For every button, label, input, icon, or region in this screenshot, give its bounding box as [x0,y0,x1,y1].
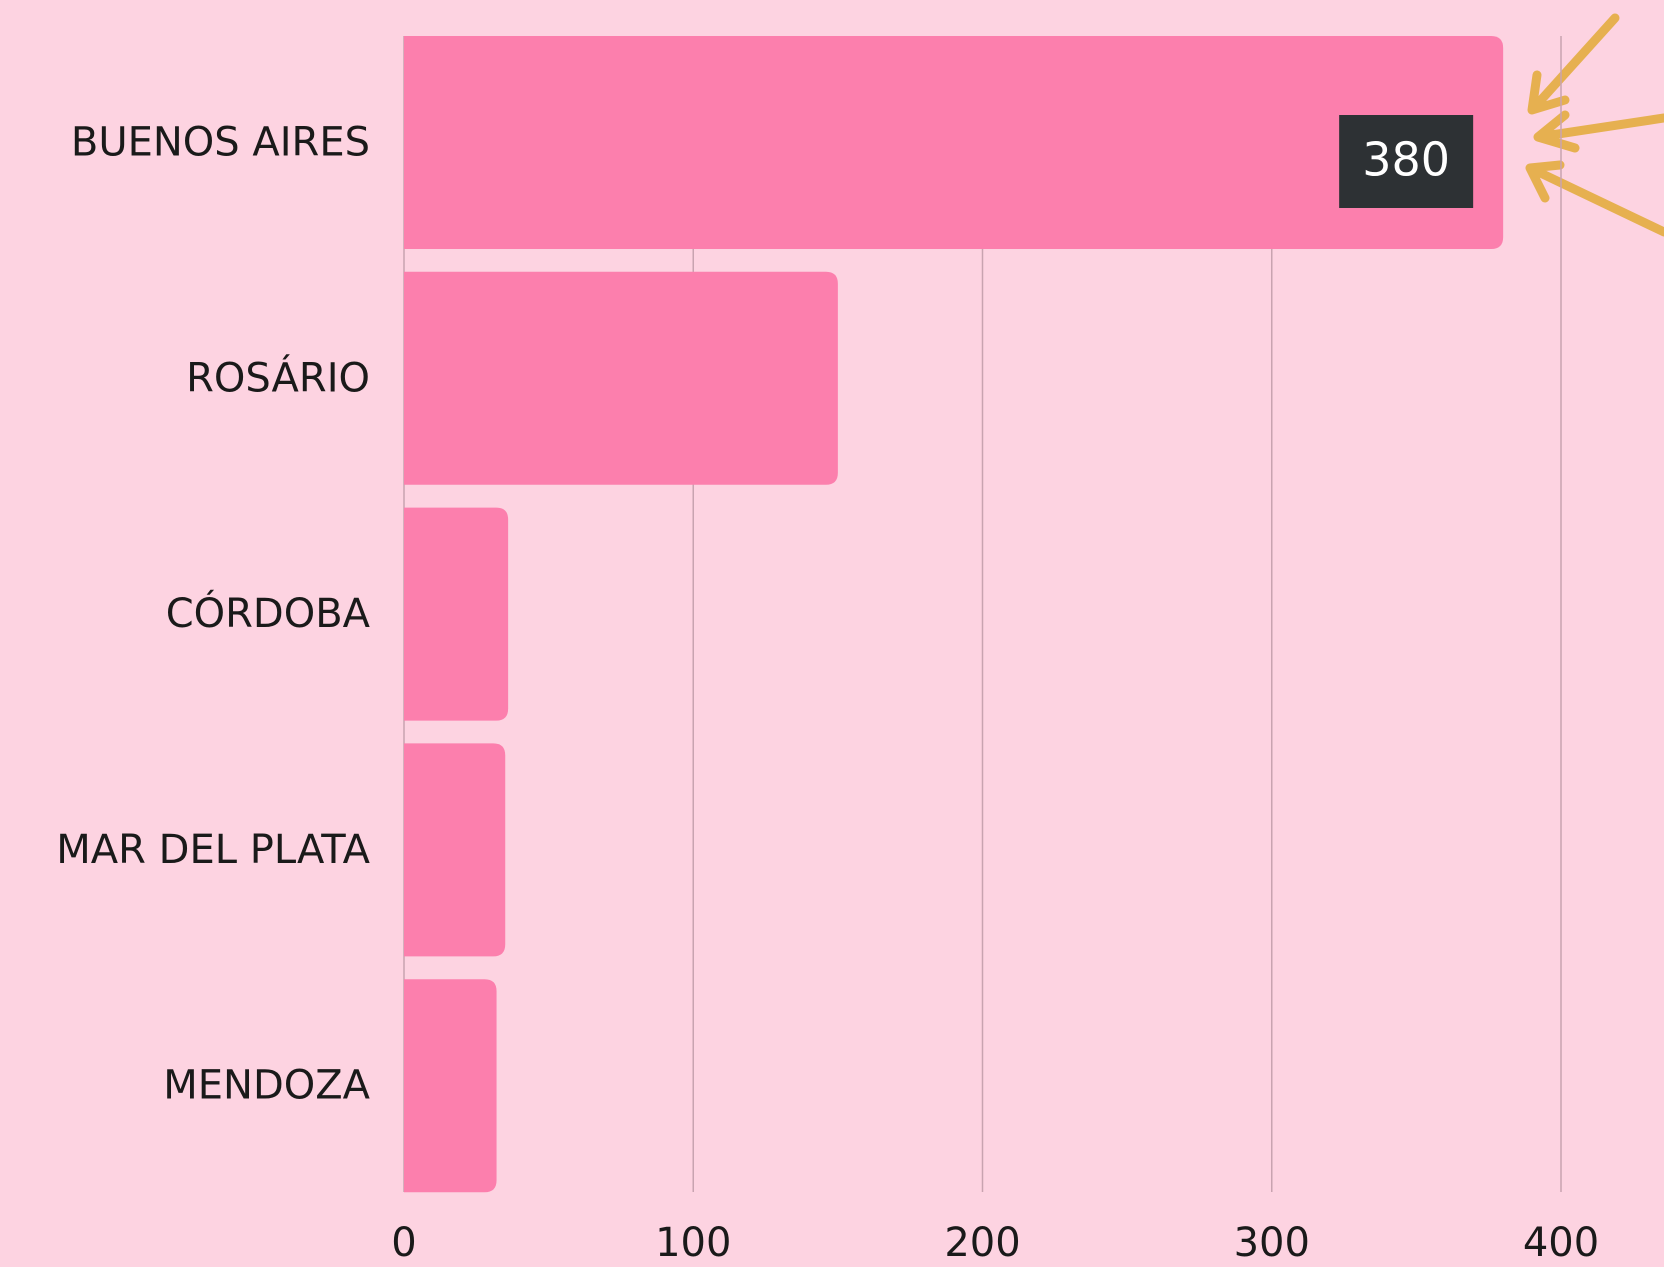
x-tick-label: 0 [391,1220,416,1266]
bar [404,979,497,1193]
data-label-box [1339,115,1474,208]
y-tick-label: ROSÁRIO [186,353,370,401]
y-tick-label: MAR DEL PLATA [56,827,370,873]
y-tick-label: CÓRDOBA [166,589,371,637]
bar [404,271,838,485]
decorative-arrows [1525,13,1664,237]
x-tick-label: 100 [655,1220,731,1266]
bar [404,36,1504,249]
bar [404,743,506,957]
y-tick-label: BUENOS AIRES [71,120,370,166]
bar [404,507,509,721]
data-label: 380 [1362,133,1450,187]
x-tick-label: 200 [944,1220,1020,1266]
x-tick-label: 300 [1234,1220,1310,1266]
x-tick-label: 400 [1523,1220,1599,1266]
y-tick-label: MENDOZA [163,1063,370,1109]
